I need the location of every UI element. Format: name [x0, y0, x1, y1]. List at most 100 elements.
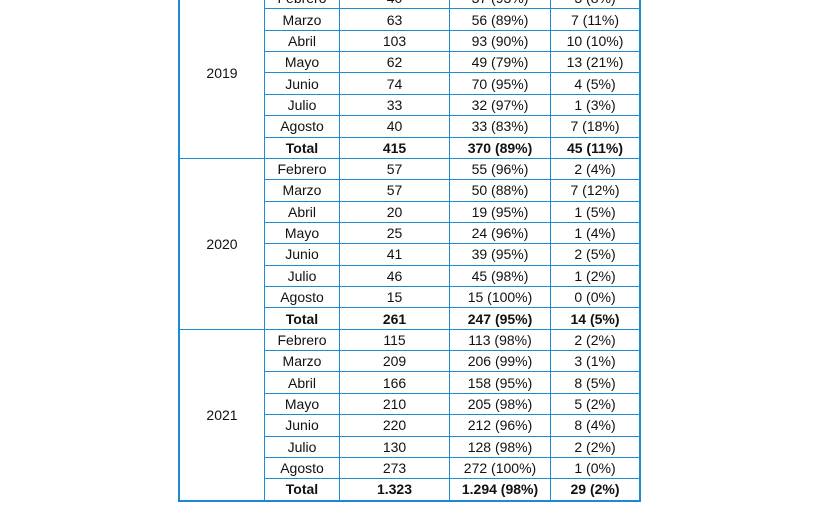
count-cell: 57 [339, 157, 450, 181]
count-cell: 166 [339, 371, 450, 394]
table-row: 2020 Febrero 57 55 (96%) 2 (4%) [178, 157, 641, 330]
year-cell: 2020 [178, 157, 265, 330]
accepted-cell: 24 (96%) [449, 221, 551, 245]
accepted-cell: 37 (93%) [449, 0, 551, 10]
total-row: Total 1.323 1.294 (98%) 29 (2%) [179, 478, 641, 502]
count-cell: 46 [339, 264, 450, 288]
accepted-cell: 55 (96%) [449, 157, 551, 181]
count-cell: 273 [339, 456, 450, 480]
count-cell: 74 [339, 72, 450, 95]
accepted-cell: 32 (97%) [449, 93, 551, 117]
month-cell: Junio [264, 243, 340, 266]
table-row: Julio 33 32 (97%) 1 (3%) [179, 93, 641, 117]
rejected-cell: 7 (18%) [550, 115, 641, 138]
month-cell: Marzo [264, 179, 340, 202]
rejected-cell: 1 (5%) [550, 200, 641, 223]
rejected-cell: 3 (8%) [550, 0, 641, 10]
count-cell: 40 [339, 115, 450, 138]
month-cell: Julio [264, 93, 340, 117]
count-cell: 220 [339, 414, 450, 437]
rejected-cell: 3 (1%) [550, 350, 641, 373]
rejected-cell: 2 (2%) [550, 435, 641, 458]
total-rejected-cell: 45 (11%) [550, 136, 641, 159]
count-cell: 25 [339, 221, 450, 245]
rejected-cell: 7 (12%) [550, 179, 641, 202]
accepted-cell: 113 (98%) [449, 328, 551, 352]
total-rejected-cell: 14 (5%) [550, 307, 641, 330]
table-row: Abril 20 19 (95%) 1 (5%) [179, 200, 641, 223]
table-row: Mayo 25 24 (96%) 1 (4%) [179, 221, 641, 245]
rejected-cell: 1 (2%) [550, 264, 641, 288]
rejected-cell: 5 (2%) [550, 392, 641, 416]
month-cell: Febrero [264, 0, 340, 10]
table-row: Agosto 273 272 (100%) 1 (0%) [179, 456, 641, 480]
rejected-cell: 13 (21%) [550, 51, 641, 74]
year-cell: 2021 [178, 328, 265, 502]
rejected-cell: 1 (3%) [550, 93, 641, 117]
rejected-cell: 2 (5%) [550, 243, 641, 266]
count-cell: 130 [339, 435, 450, 458]
accepted-cell: 272 (100%) [449, 456, 551, 480]
accepted-cell: 15 (100%) [449, 286, 551, 309]
count-cell: 20 [339, 200, 450, 223]
month-cell: Abril [264, 371, 340, 394]
table-row: Marzo 209 206 (99%) 3 (1%) [179, 350, 641, 373]
accepted-cell: 212 (96%) [449, 414, 551, 437]
count-cell: 209 [339, 350, 450, 373]
rejected-cell: 2 (4%) [550, 157, 641, 181]
month-cell: Agosto [264, 286, 340, 309]
month-cell: Mayo [264, 51, 340, 74]
rejected-cell: 2 (2%) [550, 328, 641, 352]
total-count-cell: 415 [339, 136, 450, 159]
month-cell: Agosto [264, 115, 340, 138]
month-cell: Julio [264, 264, 340, 288]
year-cell: 2019 [178, 0, 265, 159]
month-cell: Abril [264, 200, 340, 223]
month-cell: Marzo [264, 350, 340, 373]
total-rejected-cell: 29 (2%) [550, 478, 641, 502]
total-month-cell: Total [264, 307, 340, 330]
table-row: 2021 Febrero 115 113 (98%) 2 (2%) [178, 328, 641, 502]
accepted-cell: 39 (95%) [449, 243, 551, 266]
table-row: Agosto 40 33 (83%) 7 (18%) [179, 115, 641, 138]
total-count-cell: 1.323 [339, 478, 450, 502]
accepted-cell: 50 (88%) [449, 179, 551, 202]
month-cell: Abril [264, 29, 340, 53]
accepted-cell: 158 (95%) [449, 371, 551, 394]
count-cell: 63 [339, 8, 450, 31]
total-count-cell: 261 [339, 307, 450, 330]
count-cell: 15 [339, 286, 450, 309]
table-row: 2019Febrero 40 37 (93%)3 (8%) [178, 0, 641, 159]
accepted-cell: 70 (95%) [449, 72, 551, 95]
count-cell: 33 [339, 93, 450, 117]
count-cell: 103 [339, 29, 450, 53]
accepted-cell: 205 (98%) [449, 392, 551, 416]
rejected-cell: 8 (5%) [550, 371, 641, 394]
count-cell: 57 [339, 179, 450, 202]
month-cell: Febrero [264, 157, 340, 181]
accepted-cell: 45 (98%) [449, 264, 551, 288]
count-cell: 115 [339, 328, 450, 352]
month-cell: Febrero [264, 328, 340, 352]
total-accepted-cell: 370 (89%) [449, 136, 551, 159]
rejected-cell: 10 (10%) [550, 29, 641, 53]
rejected-cell: 8 (4%) [550, 414, 641, 437]
total-month-cell: Total [264, 136, 340, 159]
total-row: Total 415 370 (89%) 45 (11%) [179, 136, 641, 159]
count-cell: 41 [339, 243, 450, 266]
accepted-cell: 128 (98%) [449, 435, 551, 458]
table-row: Julio 46 45 (98%) 1 (2%) [179, 264, 641, 288]
rejected-cell: 4 (5%) [550, 72, 641, 95]
total-month-cell: Total [264, 478, 340, 502]
month-cell: Agosto [264, 456, 340, 480]
total-row: Total 261 247 (95%) 14 (5%) [179, 307, 641, 330]
accepted-cell: 93 (90%) [449, 29, 551, 53]
month-cell: Marzo [264, 8, 340, 31]
table-row: Julio 130 128 (98%) 2 (2%) [179, 435, 641, 458]
month-cell: Julio [264, 435, 340, 458]
month-cell: Junio [264, 72, 340, 95]
accepted-cell: 206 (99%) [449, 350, 551, 373]
